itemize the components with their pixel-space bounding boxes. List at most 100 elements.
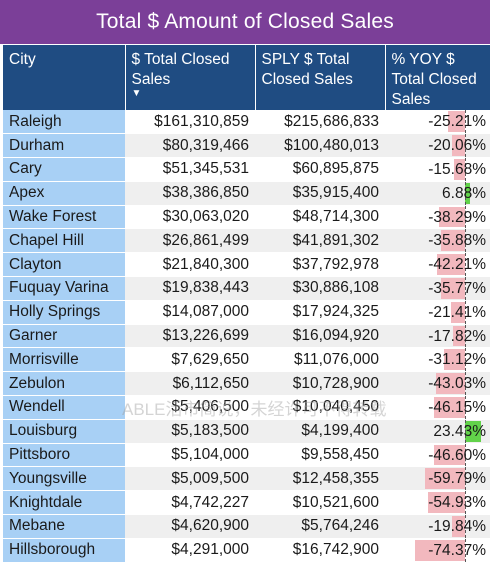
sply-closed-sales-cell[interactable]: $16,742,900 <box>255 538 385 563</box>
yoy-cell[interactable]: -17.82% <box>385 324 490 349</box>
total-closed-sales-cell[interactable]: $5,104,000 <box>125 443 255 468</box>
yoy-cell[interactable]: -20.06% <box>385 133 490 159</box>
yoy-cell[interactable]: -19.84% <box>385 514 490 539</box>
sply-closed-sales-cell[interactable]: $5,764,246 <box>255 514 385 539</box>
yoy-cell[interactable]: -74.37% <box>385 538 490 563</box>
total-closed-sales-cell[interactable]: $6,112,650 <box>125 371 255 397</box>
yoy-cell[interactable]: -54.93% <box>385 490 490 516</box>
table-row[interactable]: Garner $13,226,699 $16,094,920 -17.82% <box>3 324 490 349</box>
yoy-cell[interactable]: -46.60% <box>385 443 490 468</box>
table-row[interactable]: Apex $38,386,850 $35,915,400 6.88% <box>3 181 490 206</box>
yoy-cell[interactable]: -59.79% <box>385 466 490 492</box>
table-row[interactable]: Clayton $21,840,300 $37,792,978 -42.21% <box>3 252 490 278</box>
table-row[interactable]: Zebulon $6,112,650 $10,728,900 -43.03% <box>3 371 490 397</box>
city-cell[interactable]: Knightdale <box>3 490 125 516</box>
sply-closed-sales-cell[interactable]: $12,458,355 <box>255 466 385 492</box>
city-cell[interactable]: Zebulon <box>3 371 125 397</box>
sply-closed-sales-cell[interactable]: $9,558,450 <box>255 443 385 468</box>
sply-closed-sales-cell[interactable]: $10,521,600 <box>255 490 385 516</box>
city-cell[interactable]: Chapel Hill <box>3 228 125 254</box>
sply-closed-sales-cell[interactable]: $100,480,013 <box>255 133 385 159</box>
column-header-total-closed-sales[interactable]: $ Total Closed Sales ▼ <box>125 45 256 110</box>
total-closed-sales-cell[interactable]: $7,629,650 <box>125 347 255 373</box>
yoy-cell[interactable]: 23.43% <box>385 419 490 444</box>
table-row[interactable]: Pittsboro $5,104,000 $9,558,450 -46.60% <box>3 443 490 468</box>
total-closed-sales-cell[interactable]: $19,838,443 <box>125 276 255 301</box>
yoy-cell[interactable]: -38.29% <box>385 205 490 230</box>
yoy-cell[interactable]: -42.21% <box>385 252 490 278</box>
city-cell[interactable]: Apex <box>3 181 125 206</box>
city-cell[interactable]: Wake Forest <box>3 205 125 230</box>
sply-closed-sales-cell[interactable]: $11,076,000 <box>255 347 385 373</box>
yoy-cell[interactable]: -25.21% <box>385 110 490 135</box>
yoy-cell[interactable]: -21.41% <box>385 300 490 325</box>
table-row[interactable]: Durham $80,319,466 $100,480,013 -20.06% <box>3 133 490 159</box>
column-header-yoy-total-closed-sales[interactable]: % YOY $ Total Closed Sales <box>385 45 490 110</box>
city-cell[interactable]: Mebane <box>3 514 125 539</box>
table-row[interactable]: Wake Forest $30,063,020 $48,714,300 -38.29% <box>3 205 490 230</box>
city-cell[interactable]: Raleigh <box>3 110 125 135</box>
sply-closed-sales-cell[interactable]: $4,199,400 <box>255 419 385 444</box>
sply-closed-sales-cell[interactable]: $10,728,900 <box>255 371 385 397</box>
yoy-cell[interactable]: -46.15% <box>385 395 490 420</box>
sply-closed-sales-cell[interactable]: $35,915,400 <box>255 181 385 206</box>
sply-closed-sales-cell[interactable]: $10,040,450 <box>255 395 385 420</box>
total-closed-sales-cell[interactable]: $161,310,859 <box>125 110 255 135</box>
city-cell[interactable]: Pittsboro <box>3 443 125 468</box>
city-cell[interactable]: Morrisville <box>3 347 125 373</box>
yoy-cell[interactable]: -43.03% <box>385 371 490 397</box>
column-header-city[interactable]: City <box>3 45 126 110</box>
city-cell[interactable]: Durham <box>3 133 125 159</box>
sply-closed-sales-cell[interactable]: $30,886,108 <box>255 276 385 301</box>
sply-closed-sales-cell[interactable]: $215,686,833 <box>255 110 385 135</box>
total-closed-sales-cell[interactable]: $38,386,850 <box>125 181 255 206</box>
column-header-sply-total-closed-sales[interactable]: SPLY $ Total Closed Sales <box>255 45 386 110</box>
table-row[interactable]: Knightdale $4,742,227 $10,521,600 -54.93% <box>3 490 490 516</box>
sort-descending-icon[interactable]: ▼ <box>131 88 142 99</box>
city-cell[interactable]: Louisburg <box>3 419 125 444</box>
yoy-cell[interactable]: -35.77% <box>385 276 490 301</box>
total-closed-sales-cell[interactable]: $80,319,466 <box>125 133 255 159</box>
total-closed-sales-cell[interactable]: $4,620,900 <box>125 514 255 539</box>
city-cell[interactable]: Holly Springs <box>3 300 125 325</box>
table-row[interactable]: Hillsborough $4,291,000 $16,742,900 -74.37% <box>3 538 490 563</box>
table-row[interactable]: Holly Springs $14,087,000 $17,924,325 -21.4… <box>3 300 490 325</box>
yoy-cell[interactable]: -31.12% <box>385 347 490 373</box>
total-closed-sales-cell[interactable]: $5,009,500 <box>125 466 255 492</box>
yoy-cell[interactable]: 6.88% <box>385 181 490 206</box>
total-closed-sales-cell[interactable]: $13,226,699 <box>125 324 255 349</box>
total-closed-sales-cell[interactable]: $4,742,227 <box>125 490 255 516</box>
total-closed-sales-cell[interactable]: $4,291,000 <box>125 538 255 563</box>
city-cell[interactable]: Cary <box>3 157 125 182</box>
total-closed-sales-cell[interactable]: $26,861,499 <box>125 228 255 254</box>
total-closed-sales-cell[interactable]: $51,345,531 <box>125 157 255 182</box>
sply-closed-sales-cell[interactable]: $37,792,978 <box>255 252 385 278</box>
table-row[interactable]: Chapel Hill $26,861,499 $41,891,302 -35.88% <box>3 228 490 254</box>
city-cell[interactable]: Fuquay Varina <box>3 276 125 301</box>
table-row[interactable]: Raleigh $161,310,859 $215,686,833 -25.21% <box>3 110 490 135</box>
sply-closed-sales-cell[interactable]: $17,924,325 <box>255 300 385 325</box>
city-cell[interactable]: Youngsville <box>3 466 125 492</box>
total-closed-sales-cell[interactable]: $30,063,020 <box>125 205 255 230</box>
sply-closed-sales-cell[interactable]: $48,714,300 <box>255 205 385 230</box>
total-closed-sales-cell[interactable]: $21,840,300 <box>125 252 255 278</box>
total-closed-sales-cell[interactable]: $14,087,000 <box>125 300 255 325</box>
table-row[interactable]: Mebane $4,620,900 $5,764,246 -19.84% <box>3 514 490 539</box>
city-cell[interactable]: Garner <box>3 324 125 349</box>
sply-closed-sales-cell[interactable]: $60,895,875 <box>255 157 385 182</box>
city-cell[interactable]: Clayton <box>3 252 125 278</box>
table-row[interactable]: Youngsville $5,009,500 $12,458,355 -59.79% <box>3 466 490 492</box>
yoy-cell[interactable]: -15.68% <box>385 157 490 182</box>
sply-closed-sales-cell[interactable]: $41,891,302 <box>255 228 385 254</box>
total-closed-sales-cell[interactable]: $5,183,500 <box>125 419 255 444</box>
total-closed-sales-cell[interactable]: $5,406,500 <box>125 395 255 420</box>
table-row[interactable]: Morrisville $7,629,650 $11,076,000 -31.12% <box>3 347 490 373</box>
sply-closed-sales-cell[interactable]: $16,094,920 <box>255 324 385 349</box>
table-row[interactable]: Wendell $5,406,500 $10,040,450 -46.15% <box>3 395 490 420</box>
table-row[interactable]: Louisburg $5,183,500 $4,199,400 23.43% <box>3 419 490 444</box>
city-cell[interactable]: Hillsborough <box>3 538 125 563</box>
city-cell[interactable]: Wendell <box>3 395 125 420</box>
table-row[interactable]: Fuquay Varina $19,838,443 $30,886,108 -35.7… <box>3 276 490 301</box>
table-row[interactable]: Cary $51,345,531 $60,895,875 -15.68% <box>3 157 490 182</box>
yoy-cell[interactable]: -35.88% <box>385 228 490 254</box>
